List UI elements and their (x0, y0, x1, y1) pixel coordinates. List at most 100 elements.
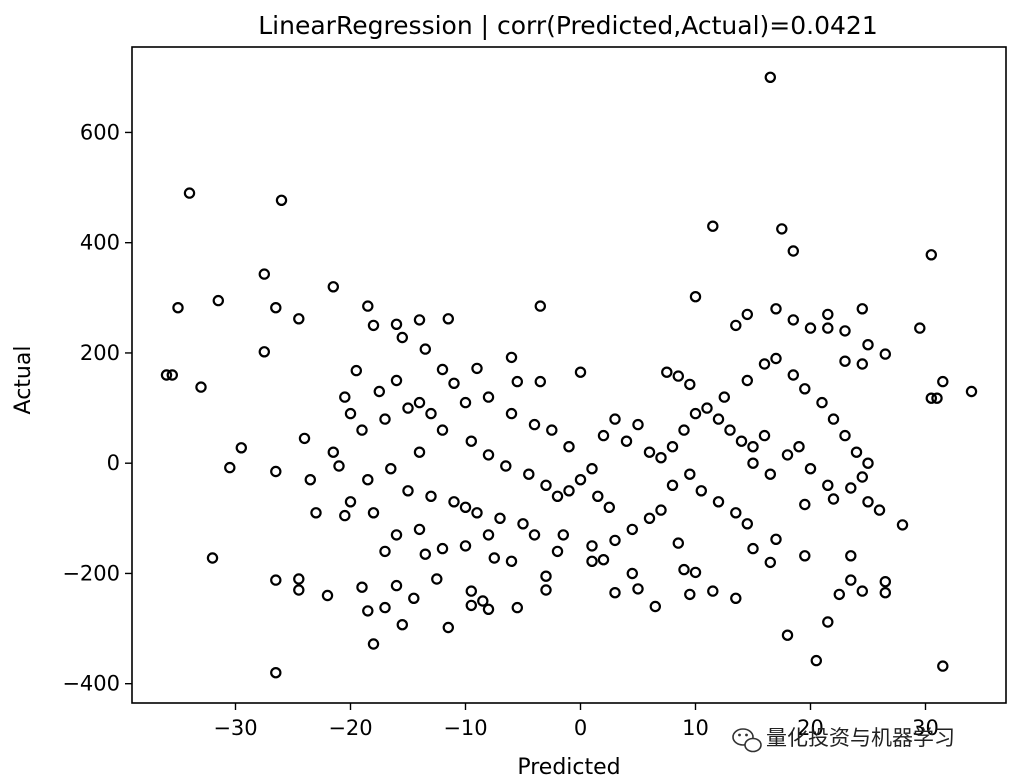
scatter-point (379, 545, 391, 558)
chart-title: LinearRegression | corr(Predicted,Actual… (258, 11, 877, 40)
scatter-point (408, 592, 420, 605)
scatter-point (172, 302, 184, 314)
scatter-point (672, 370, 685, 382)
scatter-point (356, 581, 368, 593)
y-tick-label: 600 (80, 120, 120, 144)
scatter-point (471, 362, 483, 375)
scatter-point (413, 523, 426, 536)
scatter-point (183, 187, 196, 199)
scatter-point (684, 468, 696, 480)
scatter-point (856, 303, 869, 315)
scatter-point (390, 579, 403, 592)
scatter-point (413, 396, 426, 409)
watermark-text: 量化投资与机器学习 (766, 726, 955, 750)
scatter-point (925, 249, 938, 261)
scatter-point (270, 465, 282, 478)
scatter-point (799, 550, 811, 562)
scatter-point (390, 529, 403, 541)
scatter-point (695, 485, 708, 497)
scatter-point (344, 496, 357, 508)
scatter-point (684, 588, 696, 601)
scatter-point (436, 424, 449, 436)
scatter-point (195, 381, 207, 393)
scatter-point (477, 595, 489, 607)
y-tick-label: 0 (107, 451, 120, 475)
x-tick-label: 10 (682, 716, 709, 740)
scatter-point (764, 556, 777, 569)
scatter-point (425, 407, 437, 420)
scatter-point (643, 446, 656, 458)
scatter-point (707, 220, 719, 232)
scatter-point (459, 396, 472, 409)
scatter-point (482, 529, 495, 541)
scatter-point (528, 418, 541, 431)
scatter-point (275, 194, 288, 206)
scatter-point (816, 396, 828, 409)
scatter-point (321, 589, 334, 602)
x-tick-label: 0 (574, 716, 587, 740)
scatter-point (827, 493, 840, 505)
scatter-point (712, 496, 725, 508)
scatter-point (396, 331, 408, 344)
scatter-point (632, 583, 644, 595)
scatter-point (390, 318, 403, 330)
y-tick-label: 200 (80, 341, 120, 365)
scatter-point (810, 654, 823, 667)
scatter-point (879, 348, 892, 360)
scatter-point (310, 507, 322, 519)
scatter-point (925, 392, 938, 404)
data-points (160, 71, 978, 679)
scatter-point (258, 268, 270, 280)
scatter-point (643, 512, 656, 525)
scatter-point (574, 366, 587, 378)
scatter-point (787, 369, 800, 381)
scatter-point (551, 545, 564, 558)
scatter-point (741, 518, 754, 530)
scatter-point (344, 407, 357, 420)
scatter-point (609, 534, 621, 547)
scatter-point (937, 660, 949, 672)
scatter-point (367, 638, 380, 650)
scatter-point (488, 552, 500, 564)
scatter-point (770, 533, 782, 546)
scatter-point (730, 319, 742, 332)
scatter-point (413, 446, 426, 458)
x-tick-label: −20 (328, 716, 372, 740)
scatter-point (822, 322, 834, 334)
y-tick-label: −400 (62, 672, 120, 696)
scatter-point (390, 374, 403, 387)
scatter-point (293, 313, 305, 325)
scatter-point (609, 587, 621, 599)
scatter-point (442, 621, 454, 634)
x-tick-label: −10 (443, 716, 487, 740)
y-axis-label: Actual (11, 346, 36, 415)
scatter-point (385, 463, 397, 475)
scatter-point (534, 300, 547, 312)
scatter-point (666, 479, 679, 491)
y-tick-label: 400 (80, 231, 120, 255)
scatter-point (425, 490, 437, 502)
scatter-point (166, 369, 178, 381)
scatter-point (505, 555, 518, 568)
scatter-point (379, 601, 391, 614)
scatter-point (655, 504, 667, 516)
scatter-point (586, 540, 598, 552)
scatter-point (730, 507, 742, 519)
scatter-point (293, 584, 305, 596)
scatter-point (362, 300, 374, 312)
y-tick-label: −200 (62, 561, 120, 585)
scatter-point (707, 585, 719, 597)
scatter-point (845, 550, 857, 562)
scatter-point (224, 461, 236, 474)
scatter-point (304, 474, 316, 486)
scatter-point (626, 567, 639, 580)
scatter-point (764, 71, 777, 84)
scatter-point (494, 512, 506, 525)
scatter-point (649, 600, 662, 613)
scatter-point (471, 507, 483, 519)
scatter-point (333, 460, 345, 472)
scatter-point (609, 413, 621, 425)
scatter-point (402, 402, 414, 414)
scatter-point (517, 518, 529, 530)
scatter-point (730, 592, 742, 605)
